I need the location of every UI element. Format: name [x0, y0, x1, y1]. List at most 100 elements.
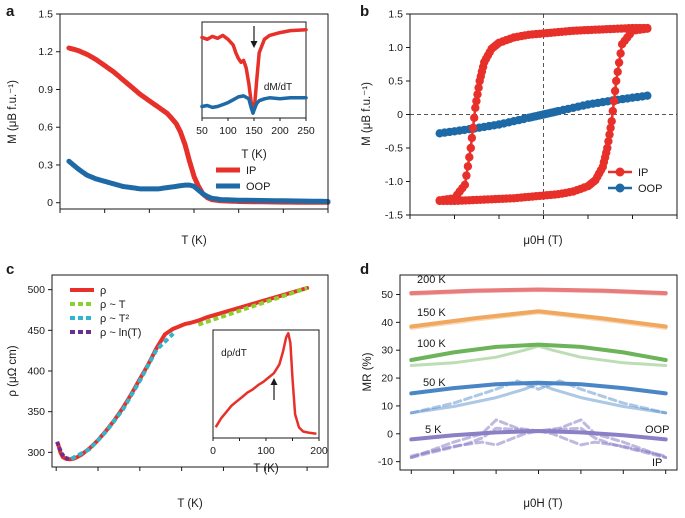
panel-a-inset-xtick-label: 200	[271, 125, 289, 137]
panel-d-ytick-label: -10	[378, 456, 393, 468]
panel-d-label-200K: 200 K	[417, 274, 446, 286]
panel-a-legend-ip: IP	[246, 165, 256, 177]
panel-a-legend-oop: OOP	[246, 181, 270, 193]
panel-b-series-ip-upper-point	[473, 90, 482, 99]
panel-b-series-ip-lower-point	[643, 24, 652, 33]
panel-a-inset: 50 100 150 200 250 dM/dT T (K)	[196, 21, 315, 161]
panel-a: 00.30.60.91.21.5 T (K) M (μB f.u.⁻¹) IP …	[7, 9, 331, 247]
panel-c-inset-xtick-label: 200	[310, 445, 328, 457]
panel-a-inset-xtick-label: 250	[297, 125, 315, 137]
panel-a-series-oop	[66, 158, 331, 204]
panel-b-legend-oop: OOP	[638, 183, 662, 195]
panel-a-ytick-label: 0	[47, 197, 53, 209]
panel-c-ytick-label: 500	[27, 284, 45, 296]
panel-b-series-ip-upper-point	[470, 113, 479, 123]
panel-label-d: d	[360, 261, 369, 278]
panel-b-ytick-label: 0	[397, 109, 403, 121]
panel-d-ytick-label: 40	[381, 317, 393, 329]
panel-c-legend-lnT: ρ ~ ln(T)	[100, 327, 141, 339]
panel-d-label-100K: 100 K	[417, 338, 446, 350]
panel-b-series-ip-lower-point	[610, 86, 620, 96]
panel-c-series-rho-T	[197, 286, 308, 327]
panel-c-inset-series	[214, 331, 317, 435]
panel-d-series-100-k-ip	[409, 344, 668, 367]
panel-d-plot	[409, 287, 668, 459]
panel-d-label-150K: 150 K	[417, 307, 446, 319]
panel-b-legend-oop-swatch	[608, 183, 632, 193]
panel-d: -10 0 10 20 30 40 50 μ0H (T) MR (%) 200 K 150 …	[362, 274, 678, 510]
panel-b-series-ip-upper-point	[472, 96, 481, 106]
panel-b-series-ip-upper-point	[467, 133, 477, 143]
panel-d-series-5-k-ip-c	[409, 418, 668, 459]
panel-c-ytick-label: 450	[27, 325, 45, 337]
panel-a-inset-xtick-label: 150	[245, 125, 263, 137]
panel-d-label-ip: IP	[652, 457, 662, 469]
panel-b-legend-ip-swatch	[608, 167, 632, 177]
panel-c-ytick-label: 400	[27, 366, 45, 378]
panel-b-ytick-label: 1.5	[388, 9, 403, 21]
panel-b-series-ip-lower-point	[608, 106, 617, 116]
panel-b-ylabel: M (μB f.u.⁻¹)	[361, 82, 373, 146]
panel-label-c: c	[6, 261, 14, 278]
panel-c-inset: 0 100 200 dρ/dT T (K)	[210, 329, 328, 475]
panel-d-ytick-label: 20	[381, 373, 393, 385]
panel-a-ytick-label: 0.6	[38, 122, 53, 134]
panel-b-series-ip-upper-point	[474, 83, 483, 92]
panel-c-legend-T: ρ ~ T	[100, 299, 126, 311]
panel-b-series-ip-lower-point	[616, 49, 625, 58]
panel-label-b: b	[360, 3, 369, 20]
panel-c-inset-frame	[212, 329, 320, 439]
panel-c-ytick-label: 350	[27, 406, 45, 418]
panel-a-inset-arrow	[250, 26, 258, 48]
panel-b-series-ip-lower-point	[613, 67, 622, 77]
panel-c-inset-annotation: dρ/dT	[221, 348, 247, 359]
panel-b-ytick-label: -1.0	[385, 176, 403, 188]
panel-b-series-ip-lower-point	[607, 117, 616, 126]
panel-b-plot	[410, 14, 677, 215]
panel-d-ytick-label: 30	[381, 345, 393, 357]
panel-c-series-rho-T2	[70, 332, 175, 461]
panel-a-plot	[66, 45, 331, 205]
panel-b-series-ip-upper-point	[465, 153, 474, 162]
panel-d-series-50-k-ip-dash	[409, 379, 668, 415]
panel-b-series-ip-upper-point	[462, 171, 471, 180]
panel-a-inset-xtick-label: 50	[196, 125, 208, 137]
panel-b-ytick-label: 1.0	[388, 42, 403, 54]
panel-d-label-oop: OOP	[645, 424, 669, 436]
panel-a-ytick-label: 0.9	[38, 84, 53, 96]
panel-d-ytick-label: 10	[381, 400, 393, 412]
panel-b-ytick-label: -0.5	[385, 143, 403, 155]
panel-d-series-150-k-oop	[409, 309, 668, 329]
panel-b-series-ip-upper-point	[475, 76, 484, 86]
panel-b-xlabel: μ0H (T)	[523, 235, 562, 247]
panel-b-series-ip-lower-point	[606, 123, 615, 133]
panel-d-label-50K: 50 K	[423, 377, 446, 389]
panel-d-series-200-k-oop	[409, 287, 668, 296]
panel-b-series-ip-upper-point	[468, 123, 478, 133]
panel-a-inset-xlabel: T (K)	[241, 149, 267, 161]
panel-b-series-ip-upper-point	[463, 162, 473, 171]
panel-a-inset-series-oop	[200, 94, 308, 115]
panel-b-series-ip-upper-point	[466, 143, 475, 153]
panel-b-series-ip-lower-point	[614, 58, 624, 67]
panel-d-frame	[399, 274, 678, 471]
panel-c-series-rho-lnT	[55, 441, 70, 461]
panel-a-inset-xtick-label: 100	[219, 125, 237, 137]
panel-c-inset-xtick-label: 0	[210, 445, 216, 457]
panel-b-series-oop-point	[643, 91, 652, 100]
panel-b-series-ip-lower-point	[612, 76, 621, 86]
panel-d-series-100-k-oop	[409, 342, 668, 362]
panel-label-a: a	[6, 3, 15, 20]
panel-b-series-ip-upper-point	[471, 103, 480, 113]
panel-c-plot	[55, 286, 310, 462]
panel-d-ytick-label: 0	[387, 428, 393, 440]
panel-d-label-5K: 5 K	[425, 424, 442, 436]
panel-d-series-50-k-oop	[409, 380, 668, 396]
panel-a-xlabel: T (K)	[181, 235, 207, 247]
panel-b-legend-ip: IP	[638, 167, 648, 179]
panel-c-legend-rho: ρ	[100, 285, 106, 297]
panel-c-ylabel: ρ (μΩ cm)	[7, 345, 19, 396]
panel-a-inset-series-ip	[200, 27, 308, 113]
